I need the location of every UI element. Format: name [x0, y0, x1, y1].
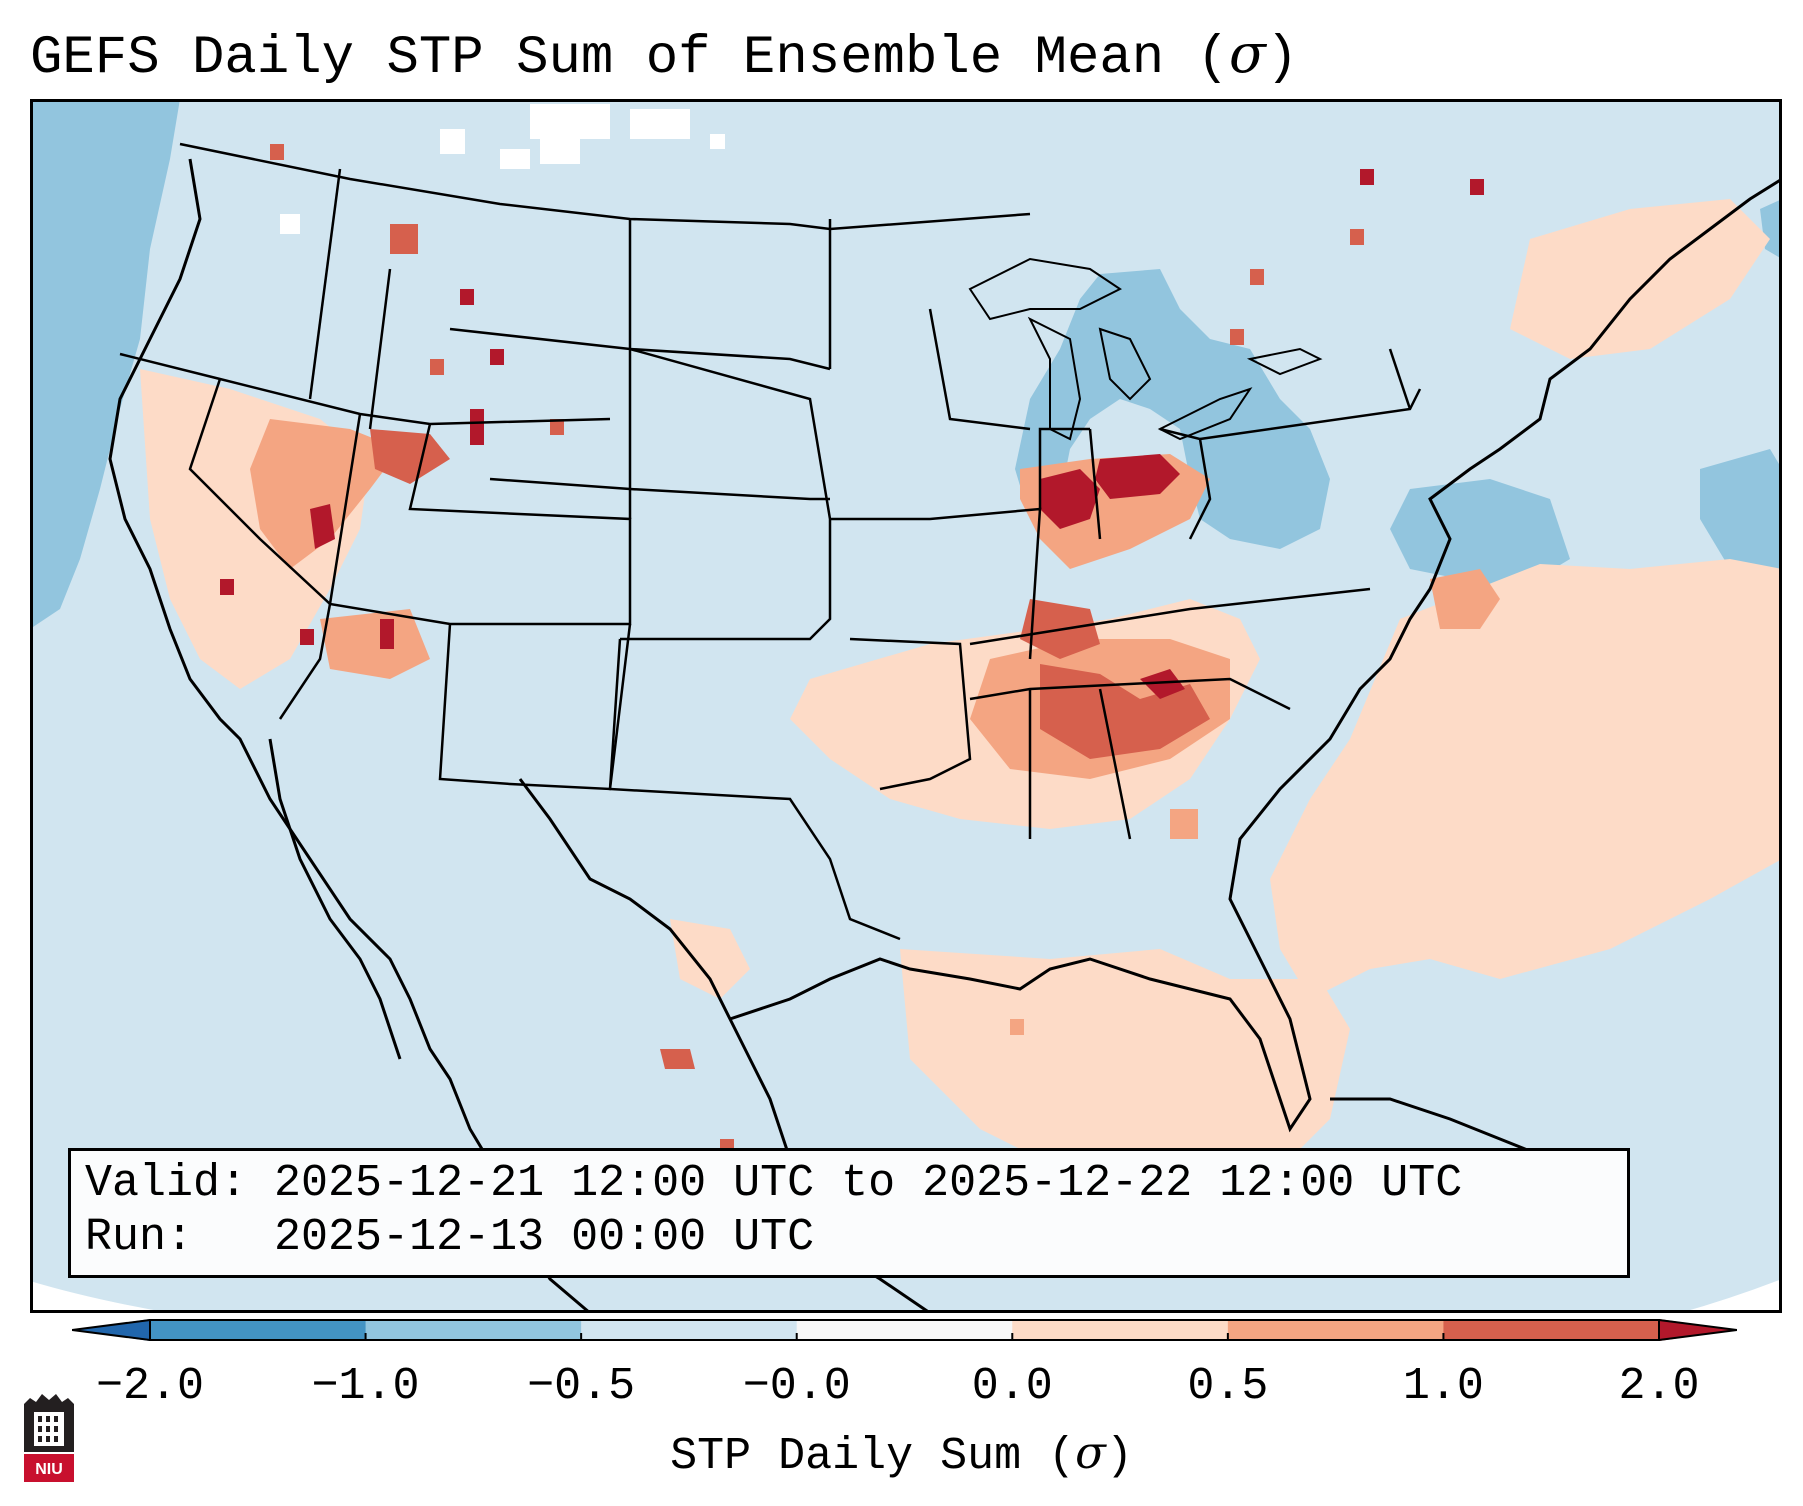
border-ar-la: [849, 637, 972, 791]
field-nevada-max: [310, 504, 335, 549]
field-atlantic-positive: [1270, 559, 1782, 999]
run-value: 2025-12-13 00:00 UTC: [274, 1212, 815, 1263]
field-pacific-negative: [30, 99, 180, 629]
field-arizona-moderate: [320, 609, 430, 679]
colorbar-extend-high: [1659, 1319, 1737, 1341]
border-dakotas: [628, 219, 831, 371]
colorbar-label: STP Daily Sum (σ): [670, 1426, 1133, 1482]
valid-label: Valid:: [85, 1158, 248, 1209]
map-canvas: [30, 99, 1782, 1313]
border-mo-il: [830, 507, 1042, 660]
border-id-mt: [368, 268, 392, 430]
colorbar-tick-label: 2.0: [1618, 1361, 1700, 1412]
colorbar-bin: [1012, 1319, 1229, 1341]
border-az-nm: [438, 623, 632, 791]
colorbar-bin: [581, 1319, 798, 1341]
colorbar-bin: [796, 1319, 1013, 1341]
lake-ontario: [1246, 347, 1323, 376]
lake-erie: [1157, 387, 1253, 441]
great-lakes-outline: [968, 257, 1323, 441]
run-label: Run:: [85, 1212, 194, 1263]
domain-edge: [30, 1281, 170, 1313]
border-co-ne: [489, 477, 830, 501]
pacific-coast: [108, 158, 591, 1313]
valid-value: 2025-12-21 12:00 UTC to 2025-12-22 12:00…: [274, 1158, 1463, 1209]
colorbar-svg: [71, 1319, 1738, 1341]
colorbar-tick-label: −0.0: [742, 1361, 851, 1412]
border-wa-id: [308, 168, 342, 400]
map-panel: [30, 99, 1782, 1313]
lake-superior: [968, 257, 1122, 321]
valid-time-box: Valid: 2025-12-21 12:00 UTC to 2025-12-2…: [68, 1148, 1630, 1278]
border-tn-nc: [969, 587, 1371, 646]
field-texas-strong: [660, 1049, 695, 1069]
border-wi-il: [928, 308, 1031, 431]
border-al-ga: [1098, 688, 1132, 840]
zero-field: [280, 104, 725, 234]
colorbar-ticks: −2.0 −1.0 −0.5 −0.0 0.0 0.5 1.0 2.0: [0, 1362, 1803, 1422]
border-tx-ok: [608, 638, 901, 941]
border-oh-pa: [1159, 427, 1212, 540]
field-idaho-strong: [370, 429, 450, 484]
colorbar-tick-label: −0.5: [527, 1361, 636, 1412]
map-frame: [30, 99, 1782, 1313]
field-atlantic-negative: [1700, 449, 1782, 579]
field-atlantic-moderate: [1430, 569, 1500, 629]
lake-michigan: [1027, 316, 1082, 441]
colorbar-tick-label: 0.0: [971, 1361, 1053, 1412]
niu-logo: NIU: [20, 1390, 78, 1484]
colorbar-bin: [1443, 1319, 1660, 1341]
border-ms-al-ga: [969, 677, 1291, 711]
svg-text:NIU: NIU: [35, 1461, 63, 1478]
state-borders: [119, 142, 1422, 941]
field-nevada-moderate: [250, 419, 400, 569]
border-ny-new-england: [1388, 348, 1412, 410]
field-georgia-max: [1140, 669, 1185, 699]
field-indiana-max: [1040, 469, 1100, 529]
field-alabama-strong: [1040, 664, 1210, 759]
colorbar-bin: [150, 1319, 367, 1341]
colorbar-extend-low: [72, 1319, 150, 1341]
colorbar-bin: [365, 1319, 582, 1341]
atlantic-coast: [729, 177, 1782, 1133]
field-south-texas-positive: [670, 919, 750, 999]
field-great-lakes-negative: [1015, 269, 1330, 549]
colorbar-bin: [1227, 1319, 1444, 1341]
field-ohio-max: [1095, 454, 1180, 499]
colorbar-tick-label: 0.5: [1187, 1361, 1269, 1412]
lake-huron: [1098, 327, 1152, 401]
border-in-oh: [1088, 428, 1102, 540]
colorbar-tick-label: 1.0: [1402, 1361, 1484, 1412]
field-canada-maritimes-positive: [1510, 199, 1770, 359]
colorbar: [71, 1319, 1738, 1341]
baja-coast: [268, 738, 402, 1060]
border-ca-nv: [188, 378, 332, 720]
field-gulf-positive: [900, 949, 1350, 1199]
colorbar-tick-label: −1.0: [311, 1361, 420, 1412]
chart-title: GEFS Daily STP Sum of Ensemble Mean (σ): [30, 22, 1299, 89]
domain-edge: [1680, 1279, 1782, 1313]
colorbar-tick-label: −2.0: [95, 1361, 205, 1412]
border-ne-ks-ok: [620, 347, 832, 641]
